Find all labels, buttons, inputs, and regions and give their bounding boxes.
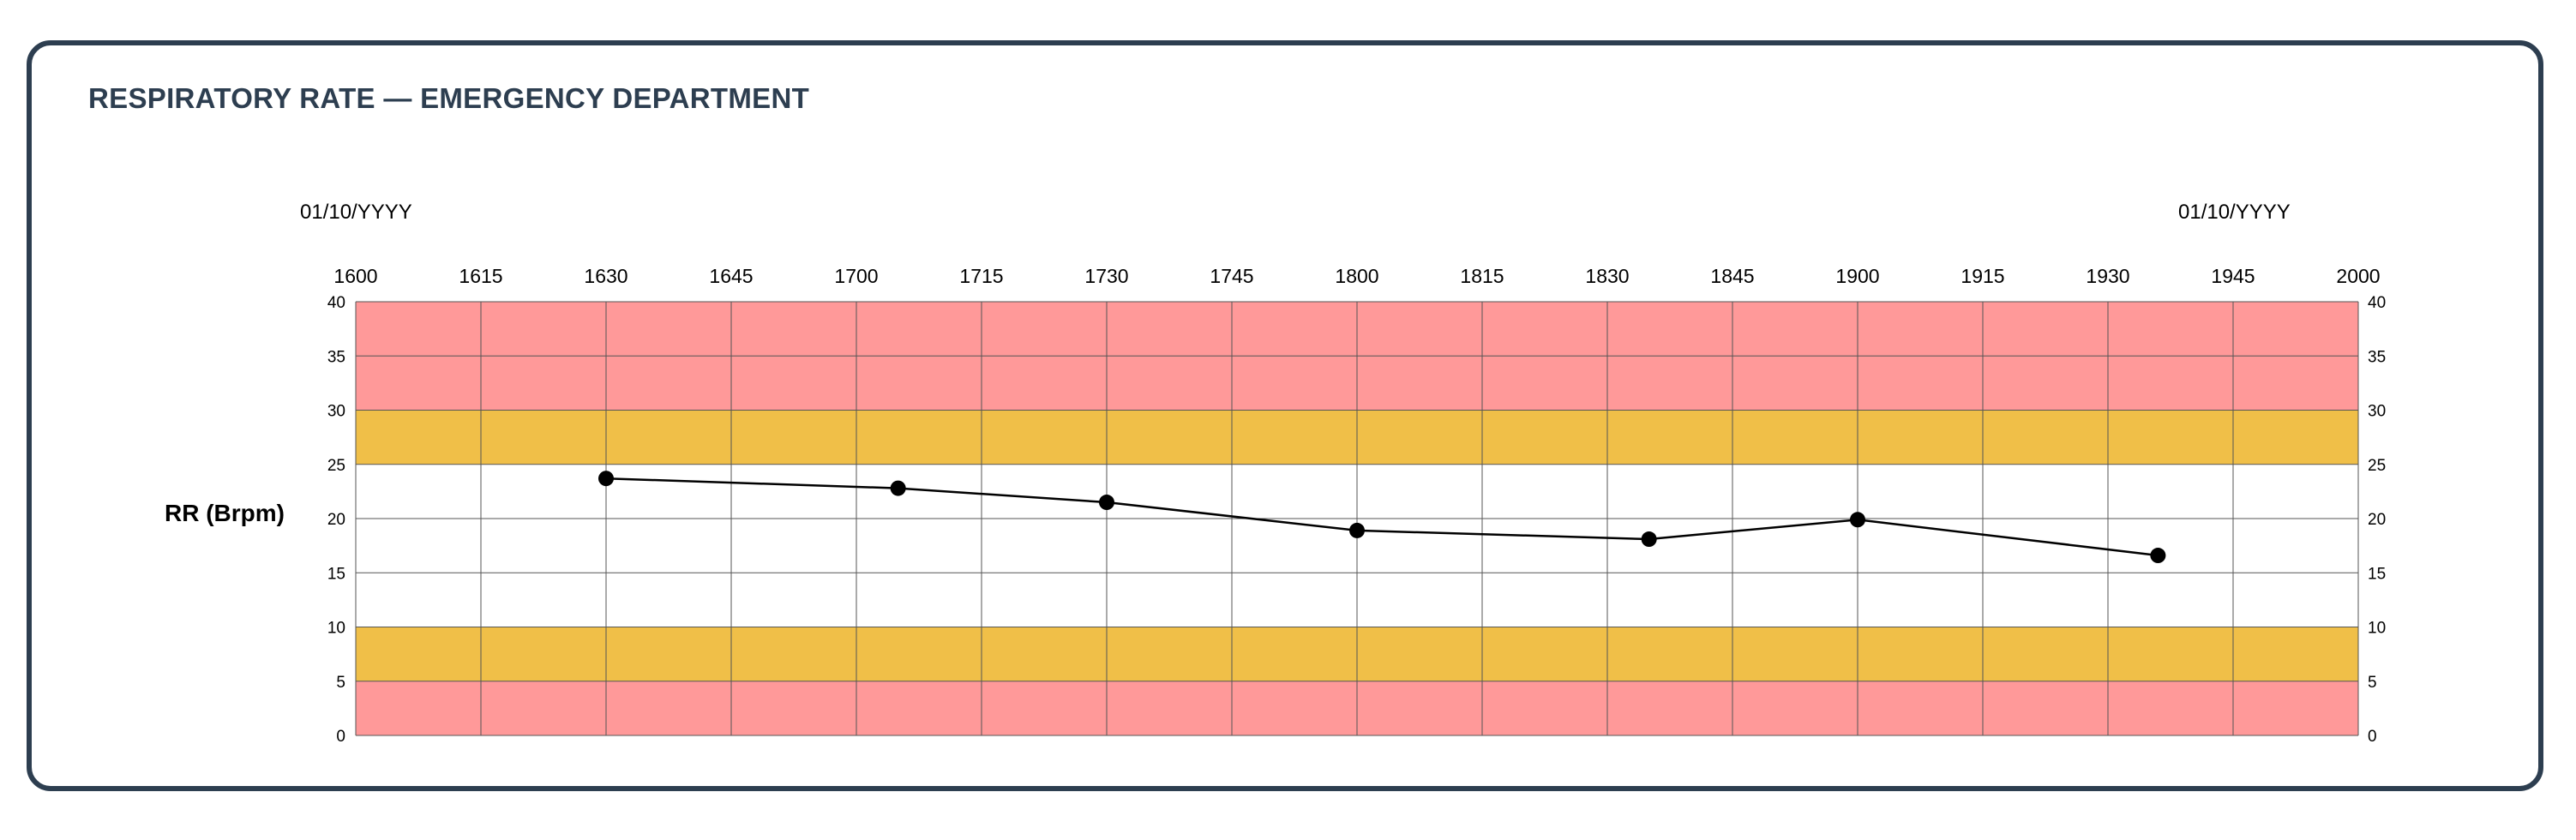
x-tick-label: 1730	[1084, 265, 1128, 287]
y-tick-label-left: 40	[327, 294, 345, 312]
data-point	[598, 471, 614, 487]
y-tick-label-right: 0	[2368, 728, 2377, 746]
x-tick-label: 1615	[459, 265, 502, 287]
y-tick-label-left: 25	[327, 457, 345, 475]
page-title: RESPIRATORY RATE — EMERGENCY DEPARTMENT	[88, 82, 810, 114]
x-tick-labels: 1600 1615 1630 1645 1700 1715 1730 1745 1800 1815…	[333, 265, 2380, 287]
y-tick-label-right: 15	[2368, 565, 2386, 583]
data-point	[1349, 522, 1365, 538]
y-tick-label-right: 25	[2368, 457, 2386, 475]
y-tick-label-left: 35	[327, 348, 345, 366]
grid-lines	[355, 301, 2359, 736]
series-rr	[598, 471, 2166, 564]
x-tick-label: 1715	[959, 265, 1003, 287]
y-tick-labels-left: 0 5 10 15 20 25 30 35 40	[327, 294, 345, 746]
y-tick-label-left: 0	[336, 728, 345, 746]
data-point	[1641, 531, 1657, 548]
x-tick-label: 1930	[2086, 265, 2129, 287]
y-tick-label-right: 40	[2368, 294, 2386, 312]
y-tick-label-left: 30	[327, 403, 345, 421]
x-tick-label: 2000	[2336, 265, 2380, 287]
data-point	[1850, 512, 1865, 528]
y-tick-labels-right: 0 5 10 15 20 25 30 35 40	[2368, 294, 2386, 746]
y-tick-label-right: 30	[2368, 403, 2386, 421]
y-tick-label-right: 5	[2368, 674, 2377, 692]
data-point	[2150, 548, 2166, 564]
data-point	[1099, 495, 1114, 511]
x-tick-label: 1630	[584, 265, 627, 287]
y-tick-label-left: 15	[327, 565, 345, 583]
date-label-right: 01/10/YYYY	[2178, 201, 2291, 224]
x-tick-label: 1845	[1710, 265, 1754, 287]
x-tick-label: 1900	[1835, 265, 1879, 287]
x-tick-label: 1815	[1460, 265, 1504, 287]
y-tick-label-left: 5	[336, 674, 345, 692]
x-tick-label: 1645	[709, 265, 753, 287]
y-tick-label-right: 10	[2368, 620, 2386, 638]
date-label-left: 01/10/YYYY	[300, 201, 412, 224]
data-point	[890, 480, 906, 496]
x-tick-label: 1915	[1961, 265, 2004, 287]
y-axis-label: RR (Brpm)	[165, 500, 285, 526]
x-tick-label: 1600	[333, 265, 377, 287]
x-tick-label: 1800	[1335, 265, 1378, 287]
x-tick-label: 1700	[834, 265, 878, 287]
x-tick-label: 1830	[1585, 265, 1629, 287]
x-tick-label: 1945	[2211, 265, 2255, 287]
x-tick-label: 1745	[1210, 265, 1253, 287]
y-tick-label-left: 20	[327, 511, 345, 529]
y-tick-label-right: 35	[2368, 348, 2386, 366]
y-tick-label-right: 20	[2368, 511, 2386, 529]
y-tick-label-left: 10	[327, 620, 345, 638]
